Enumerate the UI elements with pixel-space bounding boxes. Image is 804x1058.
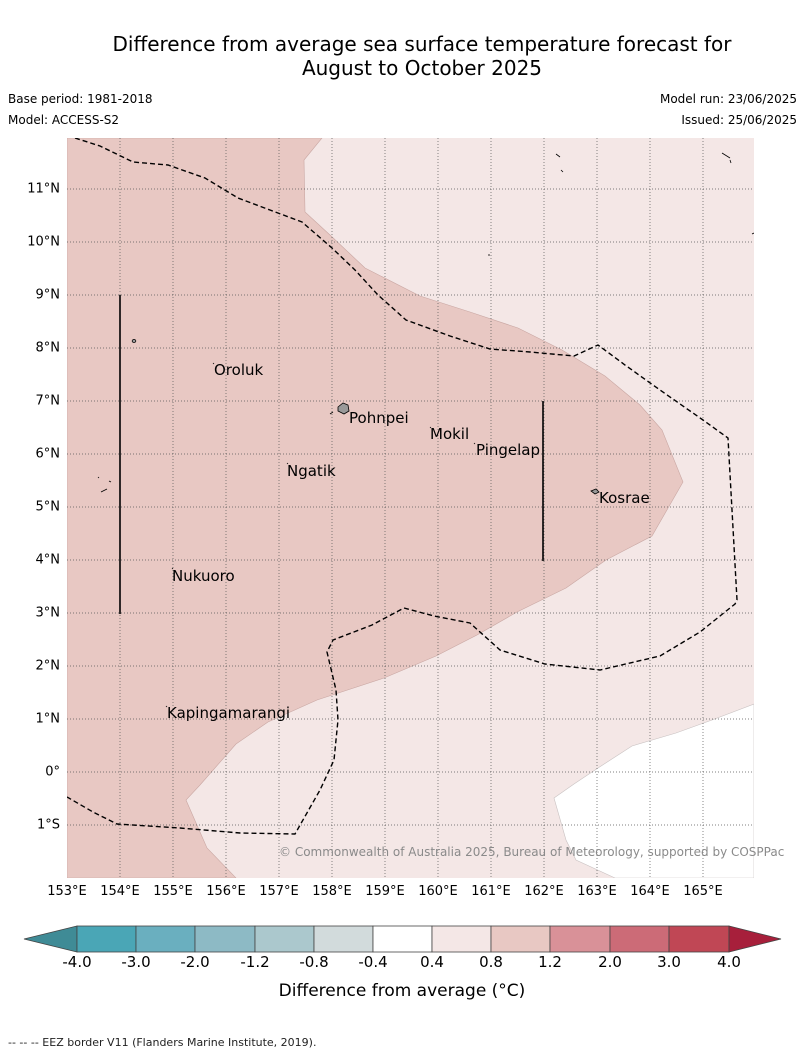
colorbar-tick: 0.4 [420, 953, 444, 971]
colorbar-seg-7 [431, 925, 492, 953]
lon-label: 163°E [577, 884, 617, 899]
eez-footnote: -- -- -- EEZ border V11 (Flanders Marine… [8, 1036, 317, 1049]
model-name: Model: ACCESS-S2 [8, 113, 120, 127]
copyright-notice: © Commonwealth of Australia 2025, Bureau… [279, 845, 785, 859]
colorbar-tick: 0.8 [479, 953, 503, 971]
colorbar-tick: -2.0 [180, 953, 210, 971]
lat-label: 3°N [35, 605, 61, 621]
colorbar-tick: -0.8 [299, 953, 329, 971]
colorbar-seg-11 [668, 925, 730, 953]
colorbar-tick: -4.0 [62, 953, 92, 971]
lon-label: 157°E [259, 884, 299, 899]
lat-label: 10°N [27, 234, 60, 250]
lon-label: 155°E [153, 884, 193, 899]
map-title: Difference from average sea surface temp… [60, 32, 784, 80]
colorbar-tick: 3.0 [657, 953, 681, 971]
colorbar-extend-high [728, 925, 782, 953]
lat-label: 1°N [35, 711, 61, 727]
colorbar-seg-3 [194, 925, 256, 953]
lat-label: 9°N [35, 287, 61, 303]
lon-label: 158°E [312, 884, 352, 899]
lon-label: 165°E [683, 884, 723, 899]
lon-label: 159°E [365, 884, 405, 899]
place-label-ngatik: Ngatik [287, 462, 336, 480]
place-label-pohnpei: Pohnpei [349, 409, 409, 427]
lat-label: 0° [45, 764, 60, 780]
place-label-oroluk: Oroluk [214, 361, 264, 379]
map-gridlines [67, 138, 754, 878]
lat-label: 1°S [36, 817, 60, 833]
colorbar-title: Difference from average (°C) [278, 981, 526, 1001]
issued-date: Issued: 25/06/2025 [681, 113, 797, 127]
colorbar-seg-1 [76, 925, 137, 953]
lat-label: 4°N [35, 552, 61, 568]
colorbar-tick: 1.2 [538, 953, 562, 971]
colorbar-extend-low [23, 925, 78, 953]
model-run: Model run: 23/06/2025 [659, 92, 797, 106]
anomaly-band-0.8-1.2 [67, 138, 684, 878]
title-line-2: August to October 2025 [301, 56, 543, 80]
lat-label: 2°N [35, 658, 61, 674]
colorbar-tick: -3.0 [121, 953, 151, 971]
colorbar-seg-8 [490, 925, 551, 953]
lat-label: 7°N [35, 393, 61, 409]
place-label-kapingamarangi: Kapingamarangi [167, 704, 291, 722]
eez-border [67, 138, 738, 835]
place-label-nukuoro: Nukuoro [172, 567, 235, 585]
place-label-kosrae: Kosrae [599, 489, 650, 507]
colorbar-tick: 4.0 [717, 953, 741, 971]
colorbar-seg-5 [313, 925, 374, 953]
lat-label: 6°N [35, 446, 61, 462]
colorbar-seg-2 [135, 925, 196, 953]
colorbar-tick: 2.0 [598, 953, 622, 971]
place-label-pingelap: Pingelap [476, 441, 541, 459]
colorbar-tick: -1.2 [240, 953, 270, 971]
lon-label: 161°E [471, 884, 511, 899]
colorbar [23, 925, 782, 953]
colorbar-seg-6 [372, 925, 433, 953]
lon-label: 153°E [47, 884, 87, 899]
lon-label: 164°E [630, 884, 670, 899]
land-masses [97, 152, 754, 708]
title-line-1: Difference from average sea surface temp… [112, 32, 732, 56]
colorbar-seg-10 [609, 925, 670, 953]
colorbar-tick: -0.4 [358, 953, 388, 971]
lat-label: 5°N [35, 499, 61, 515]
lon-label: 154°E [100, 884, 140, 899]
lat-label: 11°N [27, 181, 60, 197]
lon-label: 156°E [206, 884, 246, 899]
colorbar-seg-4 [254, 925, 315, 953]
lat-label: 8°N [35, 340, 61, 356]
anomaly-band-below-0.4 [553, 703, 754, 878]
base-period: Base period: 1981-2018 [8, 92, 153, 106]
lon-label: 160°E [418, 884, 458, 899]
place-label-mokil: Mokil [430, 425, 470, 443]
colorbar-seg-9 [549, 925, 611, 953]
lon-label: 162°E [524, 884, 564, 899]
